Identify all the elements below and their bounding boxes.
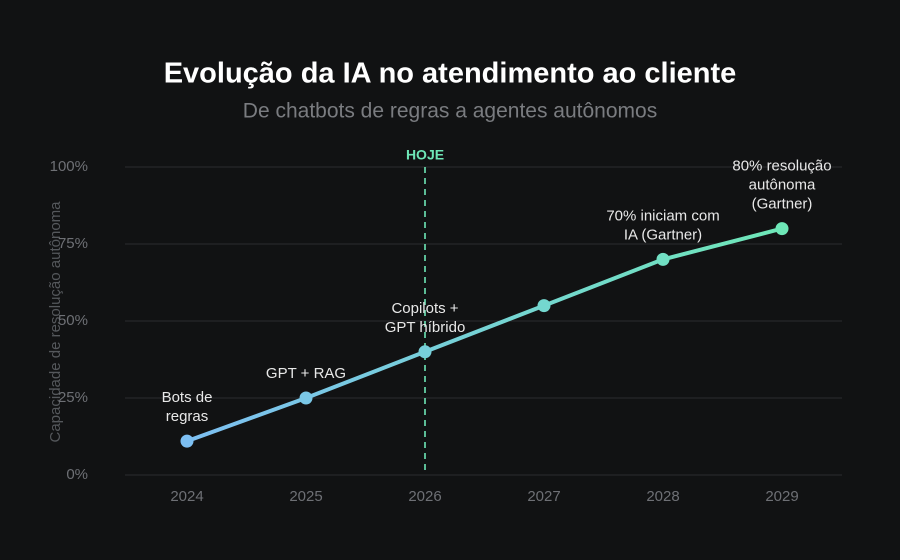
y-tick-label: 100% (50, 158, 88, 175)
point (180, 434, 194, 448)
chart-title: Evolução da IA no atendimento ao cliente (164, 58, 737, 90)
x-tick-label: 2029 (765, 488, 798, 505)
x-tick-label: 2025 (289, 488, 322, 505)
point (537, 299, 551, 313)
point-label-line: Bots de (162, 389, 213, 406)
x-tick-label: 2024 (170, 488, 203, 505)
point (656, 252, 670, 266)
today-label: HOJE (406, 147, 444, 163)
point-label-line: IA (Gartner) (624, 226, 702, 243)
line (186, 226, 783, 444)
y-tick-label: 75% (58, 235, 88, 252)
point-label: GPT + RAG (266, 365, 346, 382)
point-label-line: 80% resolução (732, 158, 831, 175)
point-label: 70% iniciam com IA (Gartner) (606, 207, 719, 243)
point-label-line: GPT híbrido (385, 319, 466, 336)
x-tick-label: 2028 (646, 488, 679, 505)
x-tick-label: 2026 (408, 488, 441, 505)
y-tick-label: 0% (66, 466, 88, 483)
chart-subtitle: De chatbots de regras a agentes autônomo… (243, 100, 657, 123)
point-label-line: 70% iniciam com (606, 207, 719, 224)
point (775, 222, 789, 236)
point-label-line: Copilots + (391, 300, 458, 317)
point-label: 80% resolução autônoma (Gartner) (732, 158, 831, 213)
y-tick-label: 50% (58, 312, 88, 329)
y-tick-label: 25% (58, 389, 88, 406)
point (418, 345, 432, 359)
point (299, 391, 313, 405)
x-tick-label: 2027 (527, 488, 560, 505)
y-axis-label: Capacidade de resolução autônoma (47, 201, 64, 443)
point-label: Copilots + GPT híbrido (385, 300, 466, 336)
point-label-line: (Gartner) (752, 196, 813, 213)
point-label-line: regras (166, 408, 209, 425)
point-label: Bots de regras (162, 389, 213, 425)
point-label-line: GPT + RAG (266, 365, 346, 382)
point-label-line: autônoma (749, 177, 816, 194)
